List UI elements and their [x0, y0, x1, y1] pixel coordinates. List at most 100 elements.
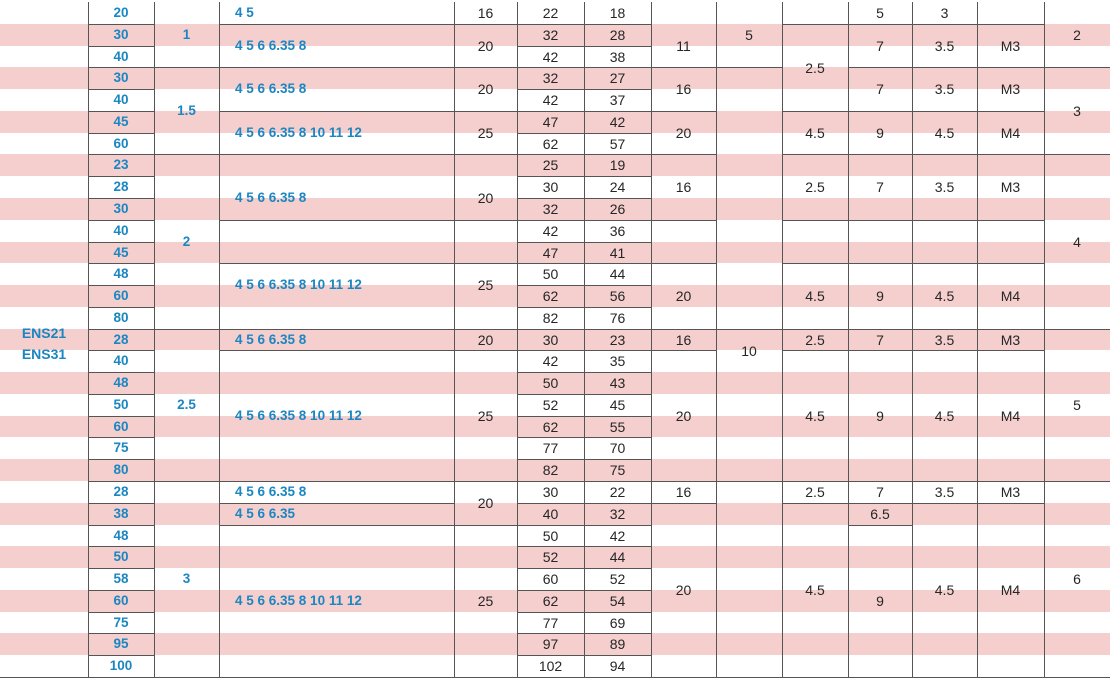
outer-diameter-cell: 30 [113, 27, 129, 43]
dimension-f-cell: 4.5 [805, 288, 825, 304]
dimension-b-cell: 32 [542, 70, 559, 86]
row-divider [517, 175, 584, 177]
pitch-cell: 3 [182, 571, 191, 587]
dimension-b-cell: 42 [542, 353, 559, 369]
row-divider [584, 436, 651, 438]
dimension-c-cell: 42 [609, 114, 626, 130]
dimension-g-cell: 7 [876, 81, 884, 97]
row-stripe [0, 329, 1110, 350]
bore-options-cell: 4 5 6 6.35 8 10 11 12 [235, 407, 362, 423]
row-divider [88, 175, 154, 177]
dimension-d-cell: 20 [675, 124, 692, 141]
row-divider [517, 524, 584, 526]
dimension-b-cell: 25 [542, 157, 559, 173]
dimension-h-cell: 3.5 [934, 179, 955, 195]
row-divider [977, 480, 1044, 482]
outer-diameter-cell: 40 [113, 92, 129, 108]
dimension-c-cell: 75 [609, 462, 626, 478]
row-divider [88, 219, 154, 221]
column-divider [1043, 2, 1045, 677]
dimension-c-cell: 37 [609, 92, 626, 108]
row-stripe [0, 24, 1110, 46]
dimension-g-cell: 5 [876, 5, 884, 21]
dimension-j-cell: 6 [1073, 571, 1081, 587]
pitch-cell: 1 [182, 26, 191, 42]
row-divider [782, 23, 848, 25]
outer-diameter-cell: 28 [113, 331, 129, 347]
row-stripe [0, 459, 1110, 481]
row-divider [454, 524, 517, 526]
row-divider [219, 328, 454, 330]
row-divider [154, 153, 219, 155]
row-stripe [0, 546, 1110, 568]
screw-size-cell: M3 [1000, 81, 1021, 97]
row-divider [977, 502, 1044, 504]
dimension-c-cell: 89 [609, 636, 626, 652]
row-divider [584, 349, 651, 351]
row-divider [977, 66, 1044, 68]
dimension-c-cell: 41 [609, 244, 626, 261]
row-divider [219, 502, 454, 504]
dimension-b-cell: 50 [542, 266, 559, 282]
row-divider [584, 502, 651, 504]
dimension-c-cell: 76 [609, 310, 626, 326]
dimension-b-cell: 40 [542, 506, 559, 522]
row-divider [584, 197, 651, 199]
dimension-j-cell: 4 [1073, 233, 1081, 250]
dimension-c-cell: 22 [609, 484, 626, 500]
bore-options-cell: 4 5 6 6.35 8 [235, 190, 307, 206]
row-divider [219, 219, 454, 221]
row-divider [88, 306, 154, 308]
row-divider [219, 66, 454, 68]
dimension-c-cell: 70 [609, 440, 626, 456]
screw-size-cell: M3 [1000, 179, 1021, 195]
dimension-g-cell: 7 [876, 331, 884, 348]
outer-diameter-cell: 30 [113, 201, 129, 217]
row-divider [88, 545, 154, 547]
dimension-d-cell: 11 [676, 37, 691, 54]
dimension-b-cell: 32 [542, 201, 559, 217]
row-divider [517, 132, 584, 134]
row-divider [912, 153, 977, 155]
outer-diameter-cell: 80 [113, 462, 129, 478]
dimension-e-cell: 5 [745, 26, 753, 43]
dimension-e-cell: 10 [741, 342, 757, 359]
row-divider [584, 611, 651, 613]
row-stripe [0, 154, 1110, 176]
outer-diameter-cell: 100 [109, 658, 133, 674]
dimension-b-cell: 42 [542, 48, 559, 65]
row-divider [88, 241, 154, 243]
pitch-cell: 2 [182, 233, 191, 249]
column-divider [847, 2, 849, 677]
dimension-c-cell: 69 [609, 614, 626, 631]
dimension-d-cell: 20 [675, 288, 692, 304]
outer-diameter-cell: 75 [113, 614, 129, 630]
row-divider [517, 611, 584, 613]
pitch-cell: 1.5 [177, 102, 196, 118]
row-divider [912, 23, 977, 25]
dimension-f-cell: 2.5 [805, 179, 825, 195]
row-divider [219, 153, 454, 155]
dimension-b-cell: 52 [542, 397, 559, 413]
dimension-d-cell: 16 [675, 81, 692, 97]
dimension-b-cell: 77 [542, 614, 559, 631]
row-divider [88, 654, 154, 656]
outer-diameter-cell: 40 [113, 353, 129, 369]
row-divider [651, 480, 716, 482]
outer-diameter-cell: 95 [113, 636, 129, 652]
row-divider [782, 153, 848, 155]
outer-diameter-cell: 40 [113, 48, 129, 64]
row-divider [454, 349, 517, 351]
column-divider [911, 2, 913, 677]
row-divider [88, 66, 154, 68]
dimension-c-cell: 32 [609, 506, 626, 522]
row-divider [88, 436, 154, 438]
outer-diameter-cell: 45 [113, 244, 129, 260]
row-divider [1044, 328, 1110, 330]
dimension-b-cell: 47 [542, 244, 559, 261]
dimension-d-cell: 16 [675, 179, 692, 195]
width-cell: 20 [477, 190, 494, 206]
dimension-c-cell: 27 [609, 70, 626, 86]
dimension-c-cell: 44 [609, 549, 626, 565]
